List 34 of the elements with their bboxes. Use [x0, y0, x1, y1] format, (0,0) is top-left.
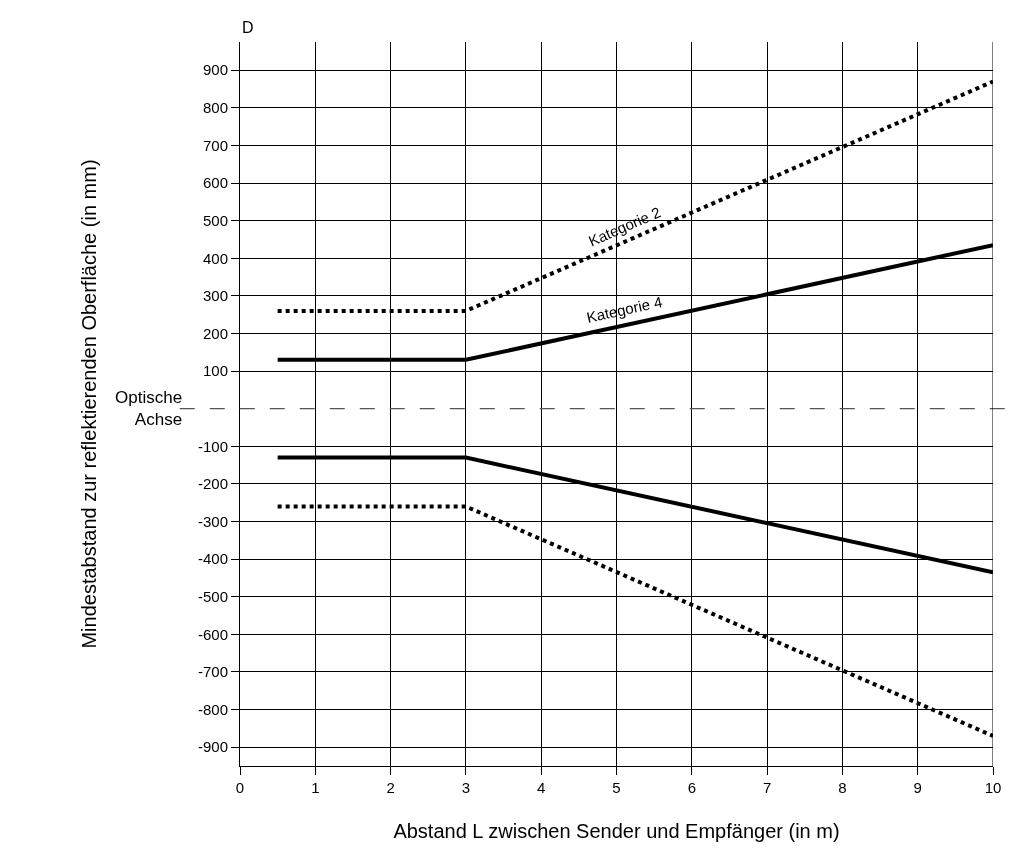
x-tick-label: 1 [311, 779, 320, 796]
y-tick-label: -100 [197, 437, 228, 455]
y-tick-label: -500 [197, 588, 228, 605]
y-tick-label: -300 [197, 512, 228, 530]
ref-line-label: Optische Achse [115, 388, 183, 430]
y-tick-label: 100 [202, 362, 228, 380]
y-tick-label: 800 [202, 99, 228, 117]
y-tick-label: -200 [197, 475, 228, 493]
x-tick-label: 5 [612, 779, 621, 796]
y-tick-label: 200 [202, 324, 228, 342]
y-tick-label: -700 [197, 663, 228, 681]
x-tick-label: 9 [913, 779, 922, 796]
y-tick-label: 300 [202, 287, 228, 305]
y-tick-label: -900 [197, 738, 228, 756]
x-tick-label: 2 [386, 779, 395, 796]
x-tick-label: 3 [461, 779, 471, 796]
x-tick-label: 10 [984, 779, 1002, 796]
x-tick-label: 4 [537, 779, 546, 796]
y-tick-label: 500 [202, 211, 228, 229]
x-tick-label: 8 [838, 779, 847, 796]
y-tick-label: -800 [197, 700, 228, 718]
x-tick-label: 6 [687, 779, 696, 796]
text: Kategorie 4 [585, 292, 664, 326]
y-tick-label: 600 [202, 174, 228, 192]
y-tick-label: -400 [197, 550, 228, 568]
x-axis-title: Abstand L zwischen Sender und Empfänger (in m) [393, 819, 840, 842]
y-tick-label: 400 [202, 249, 228, 267]
y-axis-title: Mindestabstand zur reflektierenden Oberfläche (in mm) [78, 159, 101, 649]
text: D [242, 19, 254, 36]
x-tick-label: 7 [762, 779, 772, 796]
y-tick-label: 700 [202, 136, 228, 154]
x-tick-label: 0 [235, 779, 245, 796]
y-tick-label: -600 [197, 625, 228, 643]
y-tick-label: 900 [202, 61, 228, 79]
